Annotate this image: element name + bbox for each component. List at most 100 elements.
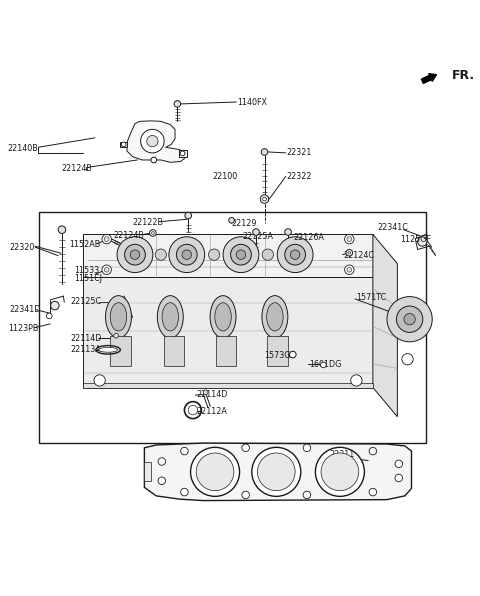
Ellipse shape bbox=[266, 303, 283, 331]
Text: 22126A: 22126A bbox=[294, 233, 324, 242]
Circle shape bbox=[169, 237, 204, 272]
Circle shape bbox=[404, 313, 415, 325]
Circle shape bbox=[418, 237, 427, 246]
Circle shape bbox=[303, 444, 311, 452]
Bar bbox=[164, 336, 184, 367]
Text: 22320: 22320 bbox=[9, 243, 35, 252]
Circle shape bbox=[285, 244, 305, 265]
Circle shape bbox=[387, 297, 432, 342]
Circle shape bbox=[253, 229, 259, 235]
Ellipse shape bbox=[99, 347, 118, 352]
Circle shape bbox=[180, 151, 185, 156]
Circle shape bbox=[117, 237, 153, 272]
Circle shape bbox=[180, 488, 188, 496]
Circle shape bbox=[260, 195, 269, 203]
Circle shape bbox=[236, 250, 246, 259]
Text: 22125C: 22125C bbox=[71, 297, 102, 306]
Circle shape bbox=[252, 448, 301, 496]
Bar bbox=[216, 336, 236, 367]
Circle shape bbox=[196, 453, 234, 491]
Circle shape bbox=[303, 491, 311, 499]
Polygon shape bbox=[83, 277, 373, 387]
Text: 22112A: 22112A bbox=[196, 406, 227, 415]
Text: 22122B: 22122B bbox=[132, 218, 164, 227]
Circle shape bbox=[345, 234, 354, 244]
Circle shape bbox=[228, 218, 234, 223]
Circle shape bbox=[345, 265, 354, 274]
Text: 22114D: 22114D bbox=[196, 390, 228, 399]
Circle shape bbox=[203, 390, 208, 395]
Circle shape bbox=[50, 302, 59, 310]
Text: 22113A: 22113A bbox=[71, 345, 101, 355]
Text: 22124B: 22124B bbox=[61, 164, 92, 173]
Text: 22140B: 22140B bbox=[8, 144, 38, 153]
Polygon shape bbox=[179, 150, 187, 157]
Text: 1571TC: 1571TC bbox=[356, 293, 386, 303]
Circle shape bbox=[395, 474, 403, 482]
Circle shape bbox=[230, 244, 252, 265]
Circle shape bbox=[261, 148, 268, 155]
Circle shape bbox=[150, 229, 156, 236]
Circle shape bbox=[208, 249, 220, 260]
Polygon shape bbox=[83, 234, 373, 277]
Circle shape bbox=[396, 306, 423, 333]
Ellipse shape bbox=[162, 303, 179, 331]
Ellipse shape bbox=[110, 303, 127, 331]
Polygon shape bbox=[373, 234, 397, 417]
Text: 22322: 22322 bbox=[287, 172, 312, 181]
Circle shape bbox=[151, 157, 156, 163]
Text: 11533: 11533 bbox=[74, 266, 99, 275]
Circle shape bbox=[351, 375, 362, 386]
Circle shape bbox=[223, 237, 259, 272]
Bar bbox=[39, 212, 426, 443]
Text: 1601DG: 1601DG bbox=[309, 361, 342, 370]
Text: 1140FX: 1140FX bbox=[237, 98, 267, 107]
Circle shape bbox=[242, 491, 250, 499]
Circle shape bbox=[369, 488, 377, 496]
Circle shape bbox=[262, 249, 274, 260]
Polygon shape bbox=[144, 443, 411, 501]
Circle shape bbox=[242, 444, 250, 452]
Bar bbox=[267, 336, 288, 367]
Polygon shape bbox=[144, 462, 152, 481]
Text: 22129: 22129 bbox=[231, 219, 257, 228]
Circle shape bbox=[347, 268, 352, 272]
Circle shape bbox=[104, 237, 109, 241]
Polygon shape bbox=[127, 121, 184, 162]
Text: 1152AB: 1152AB bbox=[69, 240, 100, 249]
Circle shape bbox=[130, 250, 140, 259]
Circle shape bbox=[180, 448, 188, 455]
Ellipse shape bbox=[262, 296, 288, 338]
Circle shape bbox=[185, 212, 192, 219]
Circle shape bbox=[147, 135, 158, 147]
Circle shape bbox=[152, 232, 154, 234]
Text: 22124B: 22124B bbox=[114, 231, 144, 240]
Circle shape bbox=[263, 197, 266, 201]
Circle shape bbox=[94, 375, 105, 386]
Circle shape bbox=[102, 234, 111, 244]
Text: 22114D: 22114D bbox=[71, 334, 102, 343]
Text: 1151CJ: 1151CJ bbox=[74, 274, 102, 283]
Circle shape bbox=[47, 313, 52, 319]
Bar bbox=[110, 336, 131, 367]
Circle shape bbox=[121, 142, 126, 147]
Text: 22321: 22321 bbox=[287, 148, 312, 157]
Polygon shape bbox=[120, 142, 127, 147]
Circle shape bbox=[141, 129, 164, 153]
Text: 22125A: 22125A bbox=[242, 232, 273, 241]
Circle shape bbox=[158, 477, 166, 485]
Circle shape bbox=[158, 458, 166, 465]
Circle shape bbox=[102, 265, 111, 274]
Circle shape bbox=[155, 249, 167, 260]
Circle shape bbox=[114, 333, 119, 338]
Text: 22341C: 22341C bbox=[378, 223, 408, 232]
Circle shape bbox=[58, 226, 66, 234]
Circle shape bbox=[289, 351, 296, 358]
Circle shape bbox=[347, 237, 352, 241]
Circle shape bbox=[285, 229, 291, 235]
Text: 1573GE: 1573GE bbox=[264, 351, 296, 360]
Polygon shape bbox=[83, 383, 373, 387]
Circle shape bbox=[402, 353, 413, 365]
Circle shape bbox=[174, 101, 180, 107]
Text: FR.: FR. bbox=[452, 69, 475, 82]
